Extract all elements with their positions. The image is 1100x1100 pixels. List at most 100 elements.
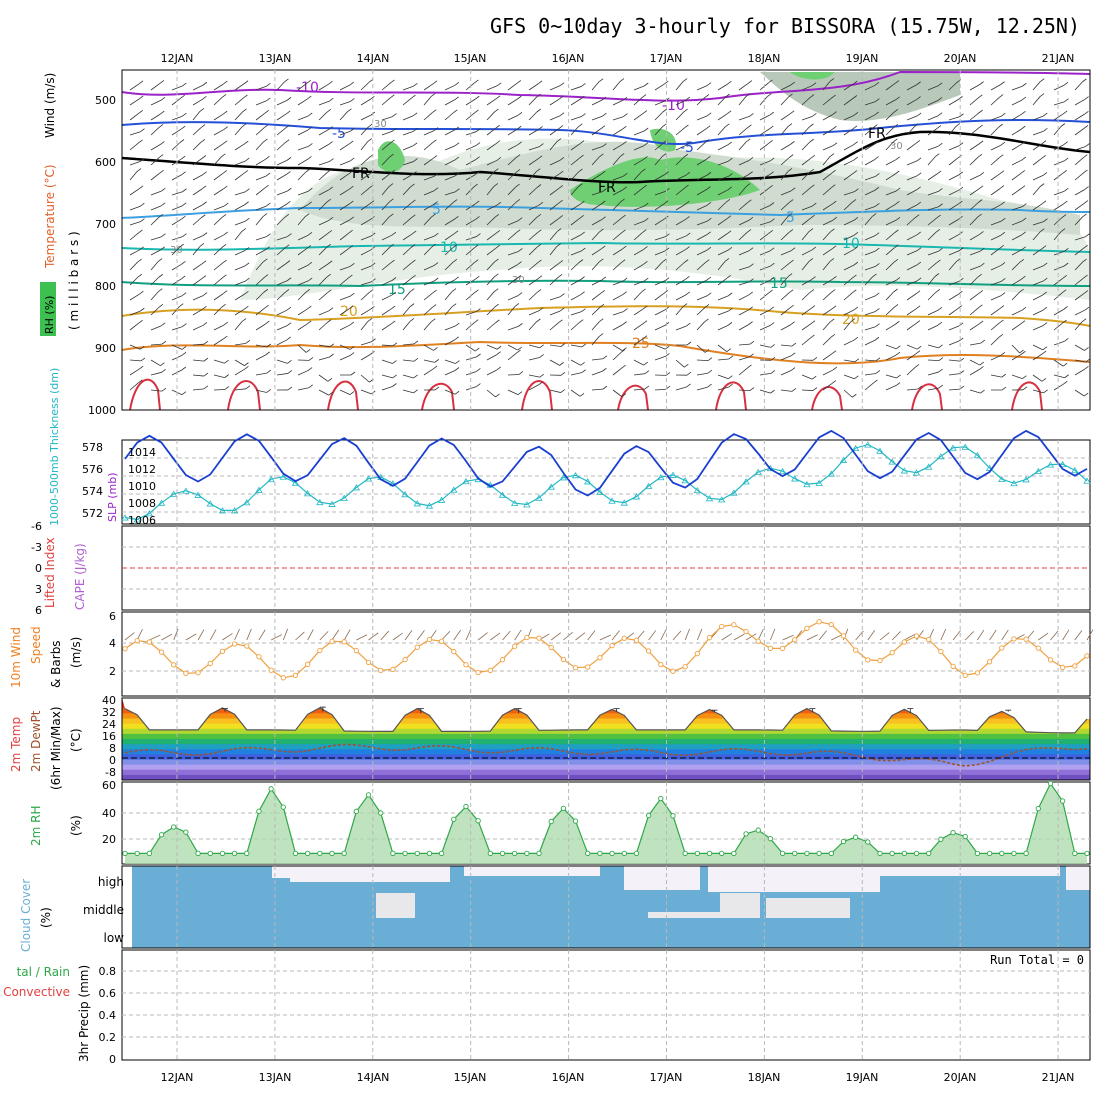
thickness-point (316, 498, 324, 506)
upper-wind-barb-flag (665, 233, 670, 237)
upper-wind-barb-flag (726, 274, 731, 279)
rh2m-point (1059, 798, 1066, 804)
isotherm-20 (121, 305, 1091, 327)
upper-wind-barb (318, 144, 329, 151)
upper-wind-barb-flag (873, 124, 878, 129)
upper-wind-barb (780, 344, 792, 347)
upper-wind-barb-flag (244, 305, 249, 310)
upper-wind-barb-flag (916, 261, 922, 266)
upper-wind-barb-flag (707, 357, 713, 361)
wind10m-barb (587, 630, 596, 641)
upper-wind-barb (801, 85, 813, 91)
upper-wind-barb-flag (770, 370, 776, 374)
upper-wind-barb-flag (768, 125, 774, 130)
upper-wind-barb (318, 263, 329, 271)
cloud-gap (648, 912, 720, 918)
upper-wind-barb-flag (265, 320, 270, 325)
upper-wind-barb-flag (203, 357, 209, 362)
wind10m-point (463, 662, 469, 668)
upper-wind-barb (213, 262, 223, 271)
upper-wind-barb-flag (810, 305, 816, 309)
thickness-markers (121, 441, 1091, 523)
upper-wind-barb (1074, 128, 1085, 136)
upper-wind-barb-flag (473, 259, 479, 264)
date-labels-bottom: 12JAN 13JAN 14JAN 15JAN 16JAN 17JAN 18JA… (161, 1071, 1075, 1084)
upper-wind-barb-flag (1083, 125, 1089, 129)
upper-wind-barb-flag (685, 200, 690, 205)
upper-wind-barb (1074, 172, 1084, 181)
upper-wind-barb (738, 250, 750, 256)
upper-wind-barb-flag (580, 95, 585, 100)
upper-wind-barb (1053, 126, 1062, 136)
upper-wind-barb (570, 217, 580, 226)
upper-wind-barb (486, 354, 497, 361)
upper-wind-barb-flag (1082, 154, 1088, 159)
upper-wind-barb (1074, 236, 1086, 241)
upper-wind-barb (1032, 280, 1044, 286)
upper-wind-barb-flag (998, 154, 1004, 159)
upper-wind-barb-flag (1021, 246, 1026, 251)
upper-wind-barb (381, 323, 392, 331)
upper-wind-barb (969, 359, 980, 366)
upper-wind-barb (612, 116, 624, 121)
thickness-point (1034, 467, 1042, 475)
upper-wind-barb-flag (874, 156, 879, 160)
upper-wind-barb (948, 203, 959, 211)
upper-wind-barb (192, 98, 203, 106)
precip-tick: 0.4 (99, 1009, 117, 1022)
upper-wind-barb-flag (202, 171, 207, 176)
upper-wind-barb-flag (265, 246, 270, 250)
upper-wind-barb-flag (138, 229, 143, 234)
upper-wind-barb (885, 99, 896, 106)
upper-wind-barb-flag (537, 229, 542, 234)
upper-wind-barb (948, 126, 957, 136)
upper-wind-barb-flag (222, 140, 228, 145)
temp-color-band (122, 759, 1090, 766)
upper-wind-barb (927, 191, 939, 196)
upper-wind-barb (990, 295, 1002, 301)
upper-wind-barb (633, 308, 644, 316)
thickness-point (510, 499, 519, 506)
upper-wind-barb-flag (137, 258, 142, 263)
upper-wind-barb (423, 321, 432, 331)
wind10m-point (962, 672, 968, 678)
upper-wind-barb-flag (958, 200, 963, 205)
upper-wind-barb (822, 278, 833, 286)
upper-wind-barb-flag (307, 95, 312, 100)
upper-wind-barb (570, 389, 581, 397)
upper-wind-barb-flag (181, 352, 187, 356)
rh2m-point (974, 850, 981, 857)
upper-wind-barb (465, 131, 477, 136)
upper-wind-barb (129, 344, 141, 350)
upper-wind-barb (633, 280, 645, 286)
upper-wind-barb-flag (538, 307, 544, 311)
upper-wind-barb (570, 250, 582, 256)
date-label: 17JAN (650, 1071, 683, 1084)
pressure-tick: 800 (95, 280, 116, 293)
upper-wind-barb-flag (138, 185, 144, 190)
upper-wind-barb (864, 205, 876, 211)
thickness-point (693, 486, 702, 494)
upper-wind-barb-flag (158, 273, 164, 278)
upper-wind-barb-flag (811, 276, 816, 280)
temp-color-band (122, 744, 1090, 750)
wind10m-point (816, 619, 822, 625)
upper-wind-barb (381, 374, 393, 379)
upper-wind-barb (1053, 322, 1063, 331)
rh2m-point (341, 850, 347, 857)
upper-wind-barb (906, 308, 917, 316)
upper-wind-barb (717, 325, 729, 331)
date-label: 13JAN (259, 52, 292, 65)
upper-wind-barb-flag (704, 94, 710, 98)
upper-wind-barb (444, 325, 456, 331)
upper-wind-barb-flag (474, 109, 479, 114)
upper-wind-barb-flag (391, 291, 397, 296)
upper-wind-barb-flag (641, 288, 646, 293)
upper-wind-barb-flag (895, 320, 900, 325)
upper-wind-barb (759, 114, 770, 121)
upper-wind-barb-flag (1085, 143, 1090, 147)
upper-wind-barb (1011, 344, 1020, 354)
upper-wind-barb-flag (1064, 98, 1069, 103)
upper-wind-barb (654, 218, 665, 226)
